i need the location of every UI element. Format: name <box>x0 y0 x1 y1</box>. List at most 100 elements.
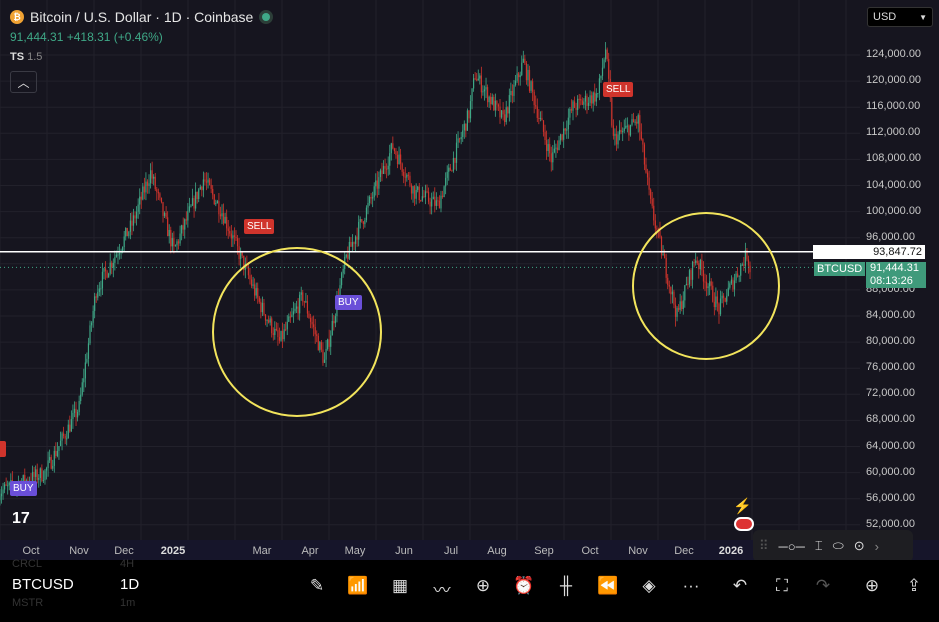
layers-icon[interactable]: ◈ <box>642 576 656 595</box>
fullscreen-icon[interactable]: ⛶ <box>776 576 788 595</box>
indicators-icon[interactable]: 📶 <box>347 576 369 595</box>
candle-body <box>153 176 155 179</box>
add-icon[interactable]: ⊕ <box>475 576 491 595</box>
time-tick: 2026 <box>718 545 744 557</box>
candle-body <box>61 433 63 441</box>
candle-body <box>347 254 349 259</box>
horizontal-ray-icon[interactable]: ─○─ <box>778 538 805 554</box>
candle-body <box>64 435 66 439</box>
chart-area[interactable]: ₿ Bitcoin / U.S. Dollar · 1D · Coinbase … <box>0 0 939 562</box>
candle-body <box>646 172 649 178</box>
candle-body <box>108 273 110 278</box>
candle-body <box>275 328 277 331</box>
share-icon[interactable]: ⇪ <box>906 576 922 595</box>
candle-body <box>530 81 532 91</box>
lightning-icon[interactable]: ⚡ <box>733 498 752 515</box>
candle-body <box>631 119 633 125</box>
candle-body <box>527 69 529 81</box>
redo-icon[interactable]: ↷ <box>815 576 831 595</box>
circle-annotation[interactable] <box>632 212 780 360</box>
chevron-right-icon[interactable]: › <box>874 538 879 554</box>
layout-grid-icon[interactable]: ▦ <box>391 576 409 595</box>
candle-body <box>605 49 607 60</box>
candle-body <box>195 191 197 209</box>
price-range-icon[interactable]: ⌶ <box>814 538 823 553</box>
candle-body <box>171 238 173 247</box>
candle-body <box>73 408 76 413</box>
candle-body <box>455 142 458 163</box>
candles-icon[interactable]: ╫ <box>559 576 573 595</box>
candle-body <box>184 219 186 230</box>
candle-body <box>303 301 305 303</box>
drag-handle-icon[interactable]: ⠿ <box>759 538 769 553</box>
candle-body <box>289 316 291 318</box>
candle-body <box>468 110 470 119</box>
candle-body <box>733 280 736 290</box>
candle-body <box>615 133 618 145</box>
symbol-header[interactable]: ₿ Bitcoin / U.S. Dollar · 1D · Coinbase <box>10 9 274 25</box>
candle-body <box>702 270 705 282</box>
chart-type-icon[interactable]: 〰 <box>433 581 451 600</box>
ellipse-icon[interactable]: ⬭ <box>832 538 844 553</box>
sell-signal: SELL <box>244 219 275 234</box>
candle-body <box>660 236 663 256</box>
candle-body <box>260 301 262 313</box>
candle-body <box>339 285 341 301</box>
candle-body <box>342 268 344 274</box>
candle-body <box>8 482 10 486</box>
candle-body <box>142 186 144 200</box>
us-flag-event-icon[interactable] <box>734 517 754 531</box>
candle-body <box>749 265 751 273</box>
candle-body <box>687 283 689 285</box>
watchlist-timeframe[interactable]: 4H <box>120 558 135 570</box>
idea-icon[interactable]: ⊕ <box>864 576 880 595</box>
candle-body <box>699 259 701 270</box>
watchlist-symbol[interactable]: CRCL <box>12 558 42 570</box>
candle-body <box>721 295 723 299</box>
watchlist-symbol[interactable]: MSTR <box>12 597 44 609</box>
candle-body <box>626 125 628 127</box>
candle-body <box>249 275 251 280</box>
candle-body <box>407 174 409 176</box>
candle-body <box>612 125 614 136</box>
indicator-name: TS <box>10 51 25 63</box>
candle-body <box>95 296 97 298</box>
candle-body <box>182 225 184 230</box>
timeframe-selector[interactable]: 1D <box>120 576 140 593</box>
candle-body <box>417 186 419 190</box>
candle-body <box>639 115 641 132</box>
price-chart[interactable] <box>0 0 939 560</box>
candle-body <box>415 189 417 199</box>
replay-icon[interactable]: ⏪ <box>597 576 619 595</box>
candle-body <box>637 115 639 124</box>
circle-icon[interactable]: ⊙ <box>853 538 865 553</box>
circle-annotation[interactable] <box>212 247 382 417</box>
collapse-legend-button[interactable]: ︿ <box>10 71 37 93</box>
candle-body <box>295 306 298 309</box>
currency-select[interactable]: USD ▼ <box>867 7 933 27</box>
time-tick: Mar <box>252 545 272 557</box>
candle-body <box>463 123 465 131</box>
time-tick: Nov <box>69 545 89 557</box>
candle-body <box>421 196 423 201</box>
candle-body <box>718 303 720 315</box>
candle-body <box>539 117 541 119</box>
candle-body <box>191 198 194 206</box>
candle-body <box>622 131 624 133</box>
candle-body <box>252 284 254 286</box>
indicator-legend[interactable]: TS 1.5 <box>10 51 42 63</box>
candle-body <box>511 90 514 96</box>
alarm-icon[interactable]: ⏰ <box>513 576 535 595</box>
candle-body <box>533 91 535 106</box>
watchlist-timeframe[interactable]: 1m <box>120 597 136 609</box>
candle-body <box>727 287 729 296</box>
tradingview-logo[interactable]: 17 <box>12 510 30 527</box>
symbol-selector[interactable]: BTCUSD <box>12 576 74 593</box>
more-icon[interactable]: ··· <box>682 576 700 595</box>
candle-body <box>350 241 352 247</box>
pen-icon[interactable]: ✎ <box>309 576 325 595</box>
candle-body <box>160 197 163 203</box>
candle-body <box>31 471 34 483</box>
undo-icon[interactable]: ↶ <box>732 576 748 595</box>
candle-body <box>474 78 476 80</box>
